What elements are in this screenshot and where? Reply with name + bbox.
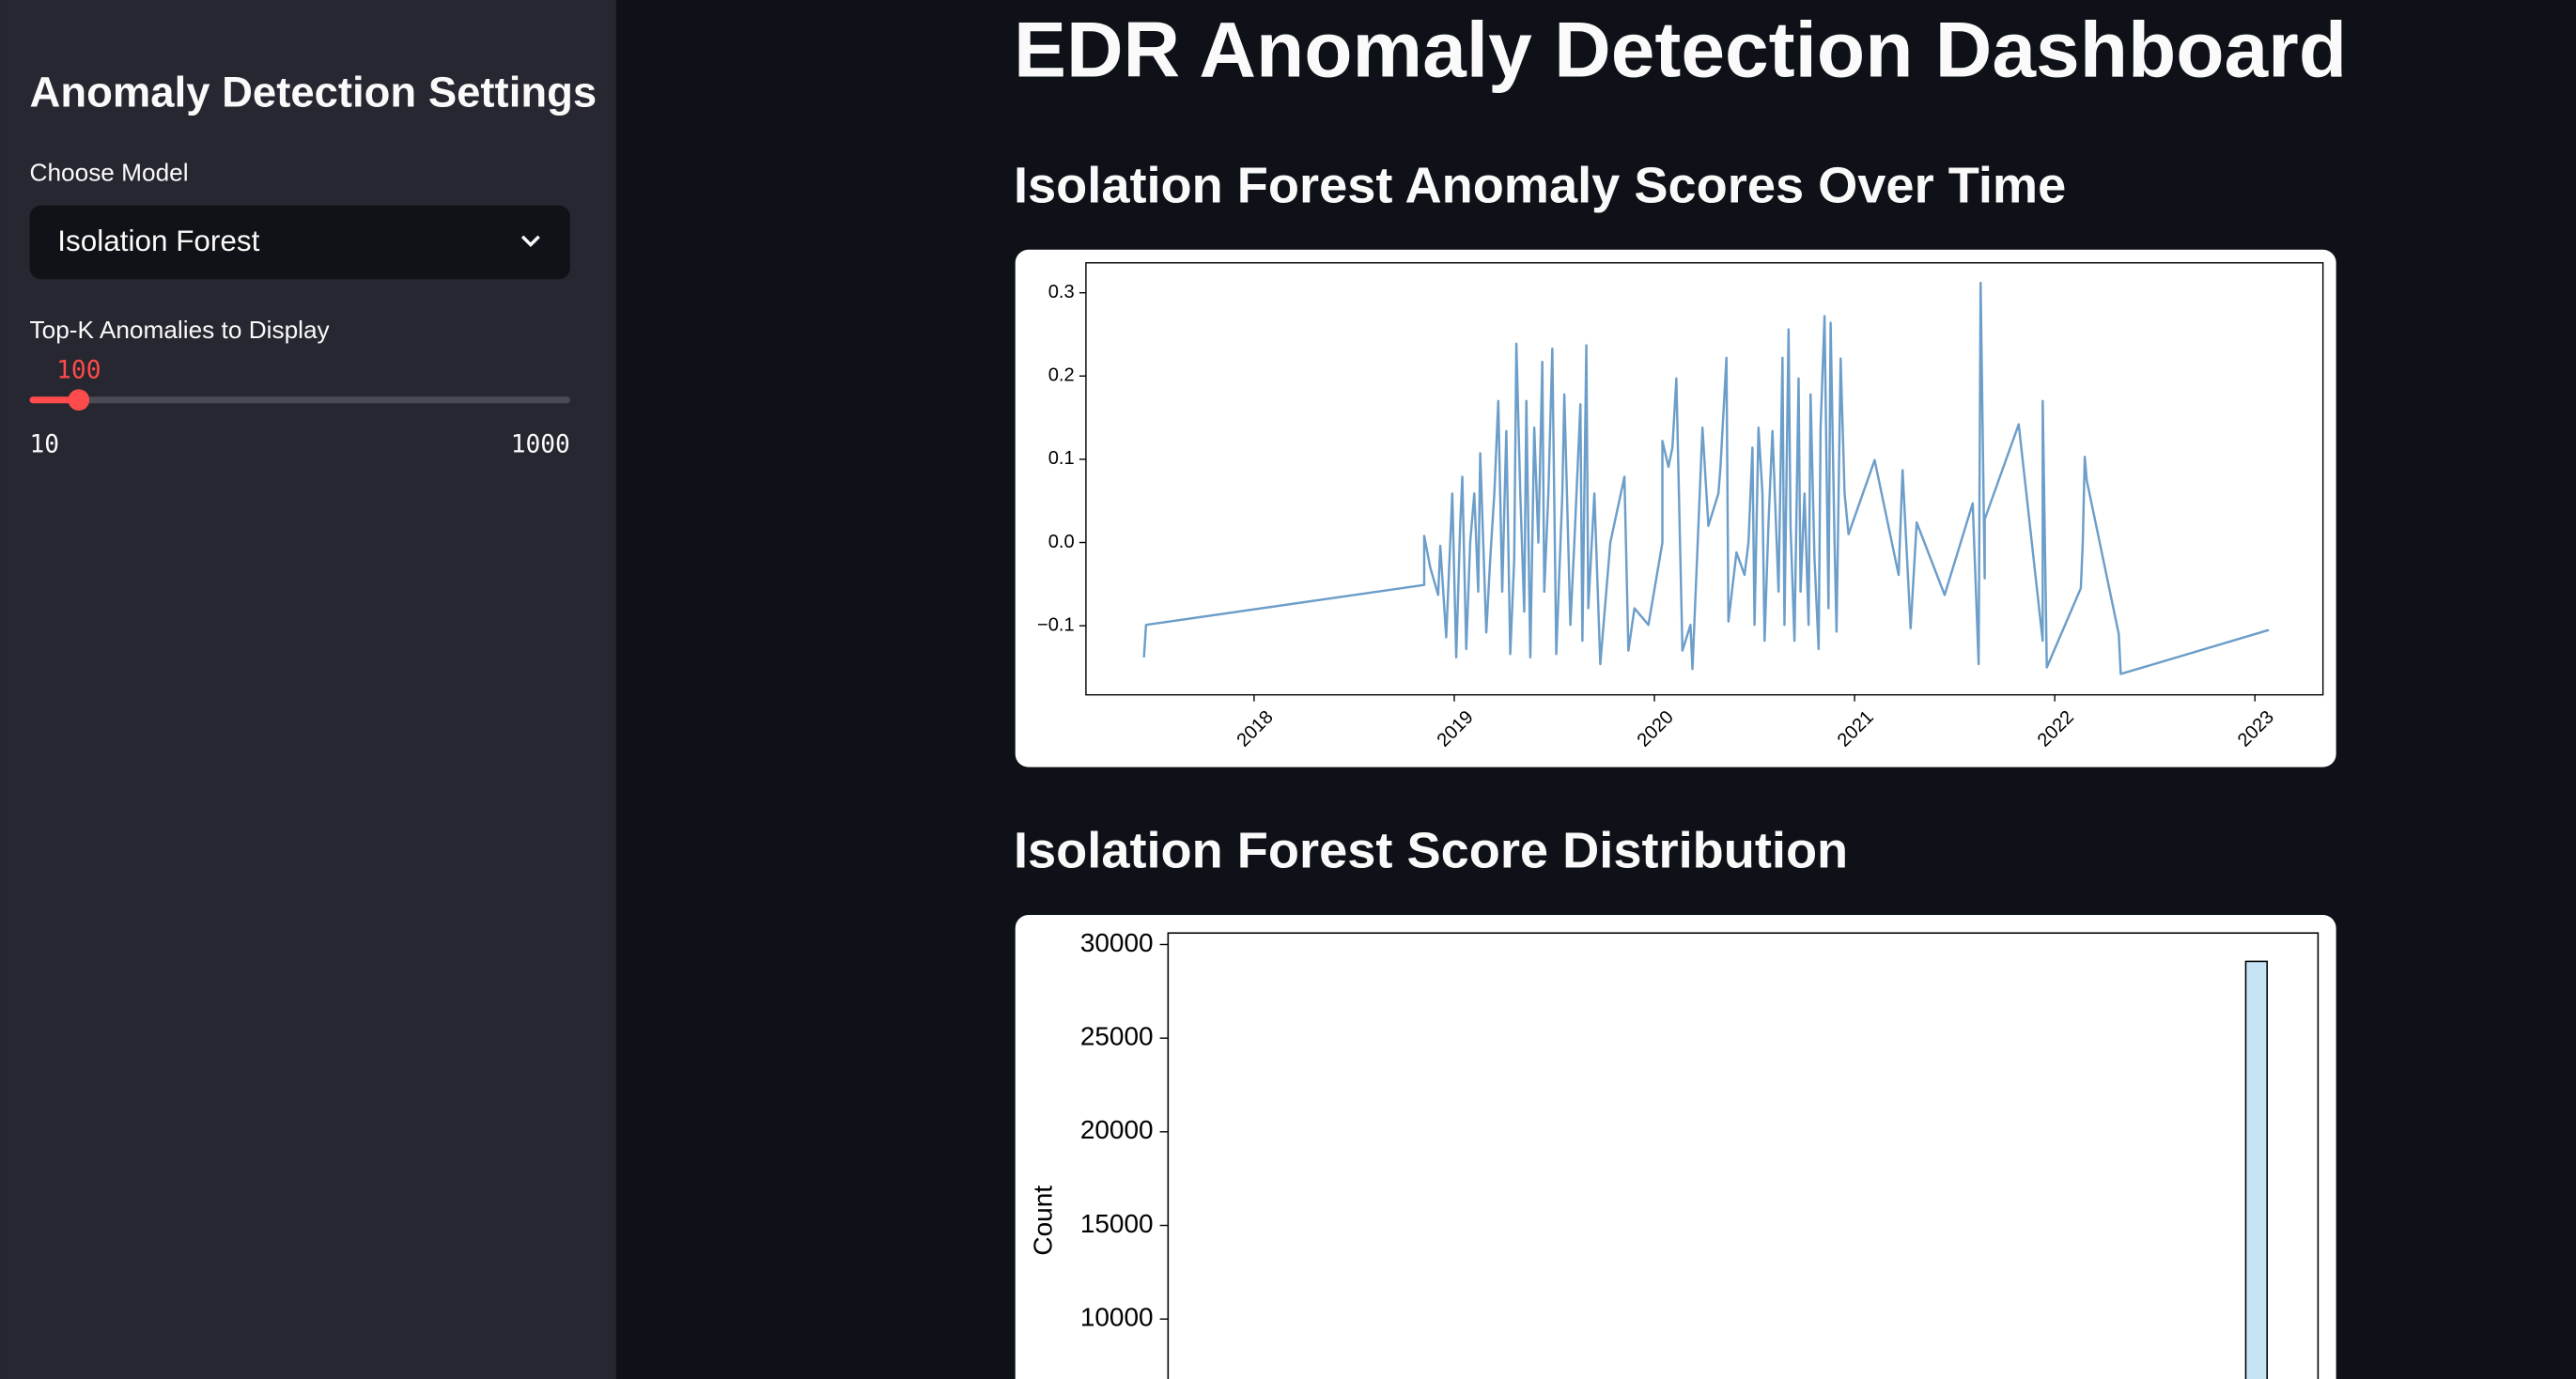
model-value: Isolation Forest [57,225,259,257]
y-tick-label: 0.1 [1048,448,1075,469]
chart-card [1015,915,2336,1379]
plot-frame [1085,262,2324,696]
y-tick-label: 10000 [1080,1303,1154,1332]
chart-heading: Isolation Forest Anomaly Scores Over Tim… [1014,157,2066,213]
chevron[interactable] [520,235,540,248]
slider-label: Top-K Anomalies to Display [30,316,331,344]
y-tick-label: −0.1 [1037,614,1075,635]
slider-max: 1000 [511,430,570,458]
page-title: EDR Anomaly Detection Dashboard [1014,6,2347,94]
y-tick-label: 20000 [1080,1115,1154,1144]
slider-track[interactable] [29,396,570,404]
score-line [1142,281,2270,675]
slider-value: 100 [56,357,101,385]
slider-thumb[interactable] [68,389,90,411]
y-tick-label: 0.3 [1048,282,1075,302]
y-tick-label: 15000 [1080,1209,1154,1238]
bar [2244,960,2268,1379]
slider-min: 10 [30,430,60,458]
model-label: Choose Model [30,158,189,186]
chart-card [1015,249,2336,767]
chart-heading: Isolation Forest Score Distribution [1014,823,1848,879]
sidebar-title: Anomaly Detection Settings [30,68,597,116]
y-tick-label: 0.2 [1048,365,1075,386]
y-tick-label: 25000 [1080,1022,1154,1051]
slider-fill [29,396,79,404]
model-select[interactable] [29,205,570,280]
plot-frame [1167,932,2320,1379]
y-tick-label: 0.0 [1048,532,1075,552]
y-tick-label: 30000 [1080,928,1154,957]
y-axis-label: Count [1029,1185,1058,1256]
